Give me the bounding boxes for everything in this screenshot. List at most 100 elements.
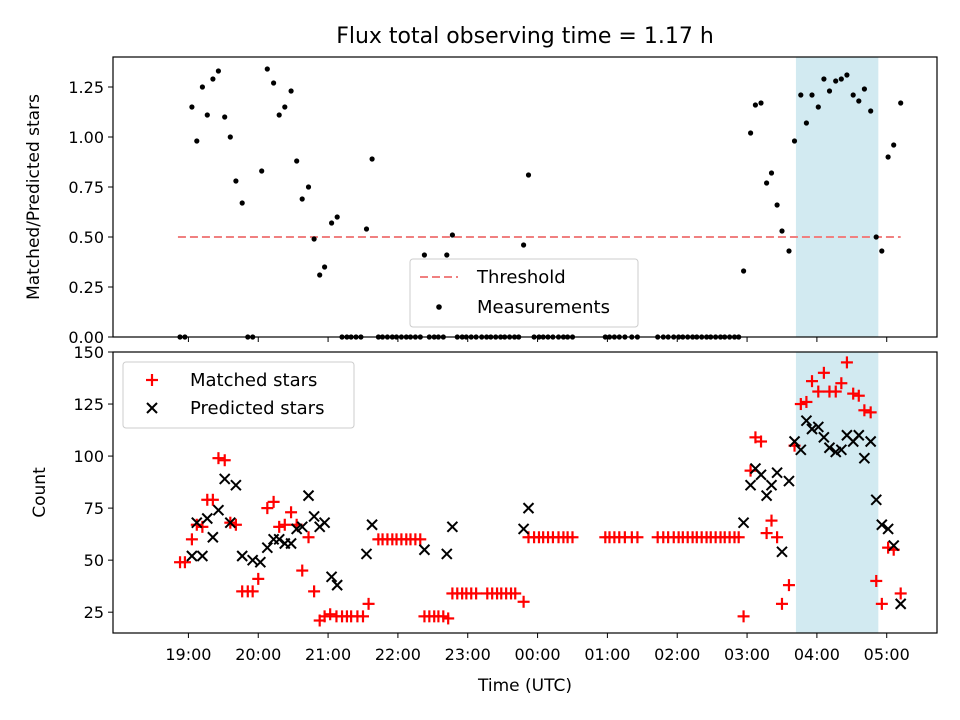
matched-star-point	[737, 610, 750, 623]
predicted-star-point	[894, 598, 907, 610]
x-tick-label: 03:00	[724, 645, 770, 664]
bottom-x-ticks: 19:00 20:00 21:00 22:00 23:00 00:00 01:00 02:00…	[165, 633, 910, 664]
matched-star-point	[566, 531, 579, 544]
predicted-star-point	[441, 548, 453, 560]
predicted-star-point	[835, 444, 848, 456]
matched-star-point	[470, 587, 483, 600]
predicted-star-point	[236, 550, 248, 562]
measurement-point	[299, 196, 305, 202]
predicted-star-point	[230, 479, 242, 491]
measurement-point	[868, 108, 874, 114]
top-y-ticks: 0.00 0.25 0.50 0.75 1.00 1.25	[68, 78, 113, 347]
measurement-point	[449, 232, 455, 238]
measurement-point	[199, 84, 205, 90]
legend-measurements-swatch	[436, 304, 442, 310]
matched-star-point	[732, 531, 745, 544]
predicted-star-point	[418, 544, 431, 556]
legend-threshold-label: Threshold	[476, 267, 566, 288]
predicted-star-point	[806, 423, 818, 435]
matched-star-point	[847, 387, 860, 400]
x-tick-label: 04:00	[794, 645, 840, 664]
top-y-tick-label: 0.50	[68, 228, 104, 247]
matched-star-point	[870, 574, 883, 587]
top-panel: 0.00 0.25 0.50 0.75 1.00 1.25 Flux total obse…	[24, 24, 938, 347]
x-tick-label: 21:00	[305, 645, 351, 664]
predicted-star-point	[196, 550, 209, 562]
predicted-star-point	[882, 523, 894, 535]
predicted-star-point	[818, 431, 830, 444]
predicted-star-point	[261, 541, 274, 554]
matched-star-point	[318, 610, 331, 623]
measurement-point	[194, 138, 200, 144]
predicted-star-point	[273, 533, 285, 546]
predicted-star-point	[201, 512, 213, 525]
matched-star-point	[267, 495, 280, 508]
predicted-star-point	[331, 579, 343, 591]
matched-star-point	[840, 356, 853, 369]
measurement-point	[774, 202, 780, 208]
predicted-star-point	[783, 475, 795, 487]
measurement-point	[748, 130, 754, 136]
predicted-star-point	[318, 516, 331, 529]
matched-star-point	[631, 531, 644, 544]
measurement-point	[264, 66, 270, 72]
predicted-star-point	[823, 442, 836, 454]
measurement-point	[204, 112, 210, 118]
top-y-tick-label: 0.00	[68, 328, 104, 347]
predicted-star-point	[887, 539, 900, 552]
measurement-point	[222, 114, 228, 120]
predicted-star-point	[517, 523, 530, 535]
measurement-point	[189, 104, 195, 110]
matched-star-point	[324, 608, 337, 621]
predicted-star-point	[870, 494, 882, 506]
measurement-point	[322, 264, 328, 270]
top-highlight-band	[795, 57, 879, 337]
predicted-star-point	[325, 571, 338, 583]
predicted-star-point	[771, 467, 783, 479]
measurement-point	[271, 80, 277, 86]
predicted-star-point	[522, 502, 535, 514]
measurement-point	[525, 172, 532, 178]
measurement-point	[421, 252, 427, 258]
predicted-star-point	[760, 489, 773, 502]
measurement-point	[815, 104, 821, 110]
predicted-star-point	[737, 516, 750, 529]
matched-star-point	[765, 514, 778, 527]
top-y-tick-label: 0.25	[68, 278, 104, 297]
predicted-star-point	[296, 521, 308, 533]
predicted-star-point	[876, 519, 888, 531]
predicted-star-point	[308, 510, 320, 523]
predicted-star-point	[302, 489, 315, 502]
matched-star-point	[800, 395, 813, 408]
bottom-y-axis-label: Count	[30, 467, 50, 518]
predicted-star-point	[360, 548, 373, 560]
x-tick-label: 20:00	[235, 645, 281, 664]
predicted-star-point	[207, 531, 219, 543]
matched-star-point	[356, 610, 369, 623]
predicted-star-point	[186, 550, 198, 562]
matched-star-point	[835, 377, 848, 390]
matched-star-point	[178, 556, 191, 569]
matched-star-point	[817, 366, 830, 379]
bottom-y-tick-label: 100	[73, 447, 104, 466]
measurement-point	[282, 104, 288, 110]
measurement-point	[233, 178, 239, 184]
measurement-point	[752, 102, 759, 108]
predicted-star-point	[191, 516, 203, 529]
measurement-point	[898, 100, 904, 106]
predicted-star-point	[755, 469, 767, 481]
predicted-star-point	[795, 444, 807, 456]
predicted-star-point	[219, 473, 231, 485]
x-tick-label: 05:00	[864, 645, 910, 664]
matched-star-point	[273, 520, 286, 533]
matched-star-point	[185, 533, 198, 546]
predicted-star-point	[853, 429, 865, 441]
matched-star-point	[875, 597, 888, 610]
measurement-point	[850, 92, 856, 98]
measurement-point	[259, 168, 265, 174]
predicted-star-point	[446, 521, 459, 533]
top-y-tick-label: 1.25	[68, 78, 104, 97]
matched-star-point	[812, 385, 825, 398]
matched-star-point	[771, 531, 784, 544]
matched-star-point	[755, 435, 768, 448]
